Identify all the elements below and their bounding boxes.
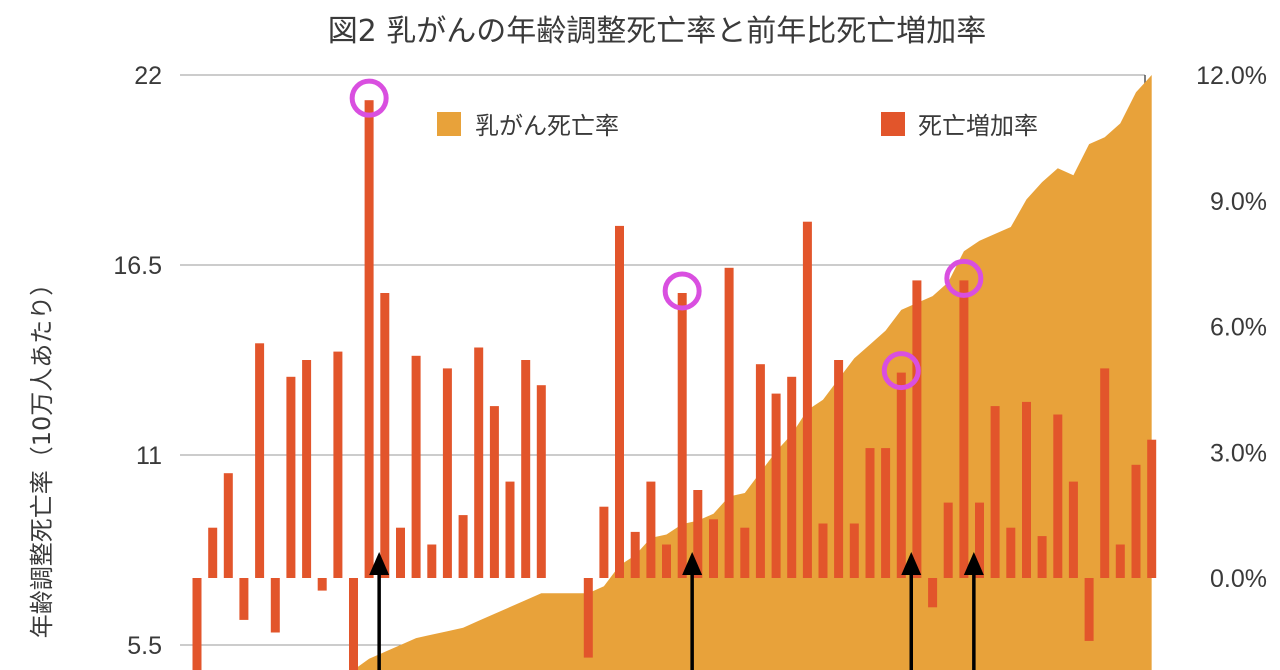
arrow-head-1 xyxy=(682,552,703,575)
bar-56 xyxy=(1068,481,1078,578)
bar-59 xyxy=(1115,544,1125,578)
bar-60 xyxy=(1131,464,1141,578)
bar-58 xyxy=(1100,368,1110,578)
bar-48 xyxy=(943,502,953,578)
bar-39 xyxy=(802,221,812,578)
highlight-circle-2 xyxy=(881,351,921,391)
bar-3 xyxy=(239,578,249,620)
y-right-tick-0: 12.0% xyxy=(1196,62,1267,90)
bar-27 xyxy=(615,225,624,578)
bar-54 xyxy=(1037,536,1047,578)
legend-swatch-area xyxy=(437,112,461,136)
bar-14 xyxy=(411,355,421,578)
bar-50 xyxy=(975,502,984,578)
bar-51 xyxy=(990,406,1000,578)
bar-47 xyxy=(928,578,938,608)
bar-10 xyxy=(349,578,358,670)
bar-30 xyxy=(662,544,671,578)
legend-label-area: 乳がん死亡率 xyxy=(475,112,619,140)
bar-8 xyxy=(317,578,327,591)
bar-28 xyxy=(630,531,640,578)
bar-26 xyxy=(599,506,609,578)
arrow-head-2 xyxy=(901,552,922,575)
bar-36 xyxy=(755,364,765,578)
bar-57 xyxy=(1084,578,1094,641)
bar-53 xyxy=(1022,401,1031,578)
bar-0 xyxy=(192,578,202,670)
bar-40 xyxy=(818,523,828,578)
bar-55 xyxy=(1053,414,1063,578)
bar-17 xyxy=(458,515,468,578)
legend-label-bar: 死亡増加率 xyxy=(918,112,1038,140)
highlight-circle-0 xyxy=(349,78,389,118)
bar-7 xyxy=(302,360,312,578)
bar-41 xyxy=(834,360,844,578)
bar-13 xyxy=(396,527,405,578)
bar-5 xyxy=(270,578,280,633)
bar-series xyxy=(192,100,1157,670)
bar-25 xyxy=(583,578,593,658)
highlight-circle-1 xyxy=(662,271,702,311)
bar-42 xyxy=(849,523,859,578)
bar-4 xyxy=(255,343,265,578)
bar-34 xyxy=(724,267,734,578)
bar-45 xyxy=(896,372,906,578)
arrow-head-3 xyxy=(963,552,984,575)
y-left-tick-0: 22 xyxy=(134,62,162,90)
bar-20 xyxy=(505,481,515,578)
bar-61 xyxy=(1147,439,1157,578)
bar-21 xyxy=(521,360,531,578)
bar-18 xyxy=(474,347,484,578)
highlight-circle-3 xyxy=(944,258,984,298)
y-right-tick-3: 3.0% xyxy=(1210,439,1267,467)
bar-49 xyxy=(959,280,969,578)
bar-44 xyxy=(881,448,891,578)
y-left-tick-1: 16.5 xyxy=(113,252,162,280)
bar-38 xyxy=(787,376,797,578)
bar-32 xyxy=(693,490,703,578)
bar-31 xyxy=(677,293,687,578)
bar-12 xyxy=(380,293,390,578)
annotations xyxy=(349,78,984,670)
y-right-tick-2: 6.0% xyxy=(1210,314,1267,342)
bar-16 xyxy=(442,368,452,578)
bar-46 xyxy=(912,280,922,578)
bar-33 xyxy=(709,519,718,578)
y-right-tick-labels: 12.0% 9.0% 6.0% 3.0% 0.0% xyxy=(1196,62,1267,593)
bar-22 xyxy=(536,385,546,578)
bar-6 xyxy=(286,376,296,578)
bar-35 xyxy=(740,527,750,578)
y-left-axis-label: 年齢調整死亡率（10万人あたり） xyxy=(28,272,56,639)
bar-52 xyxy=(1006,527,1016,578)
y-left-tick-labels: 22 16.5 11 5.5 xyxy=(113,62,162,660)
y-left-tick-2: 11 xyxy=(136,442,162,470)
y-right-tick-4: 0.0% xyxy=(1210,565,1267,593)
bar-19 xyxy=(489,406,499,578)
bar-43 xyxy=(865,448,875,578)
y-right-tick-1: 9.0% xyxy=(1210,188,1267,216)
bar-9 xyxy=(333,351,343,578)
bar-29 xyxy=(646,481,656,578)
bar-2 xyxy=(223,473,233,578)
arrow-head-0 xyxy=(369,552,390,575)
chart-title: 図2 乳がんの年齢調整死亡率と前年比死亡増加率 xyxy=(328,14,987,49)
bar-11 xyxy=(364,100,374,578)
y-left-tick-3: 5.5 xyxy=(127,632,162,660)
bar-1 xyxy=(208,527,218,578)
bar-15 xyxy=(427,544,437,578)
legend: 乳がん死亡率 死亡増加率 xyxy=(437,112,1038,140)
bar-37 xyxy=(771,393,781,578)
legend-swatch-bar xyxy=(881,112,905,136)
